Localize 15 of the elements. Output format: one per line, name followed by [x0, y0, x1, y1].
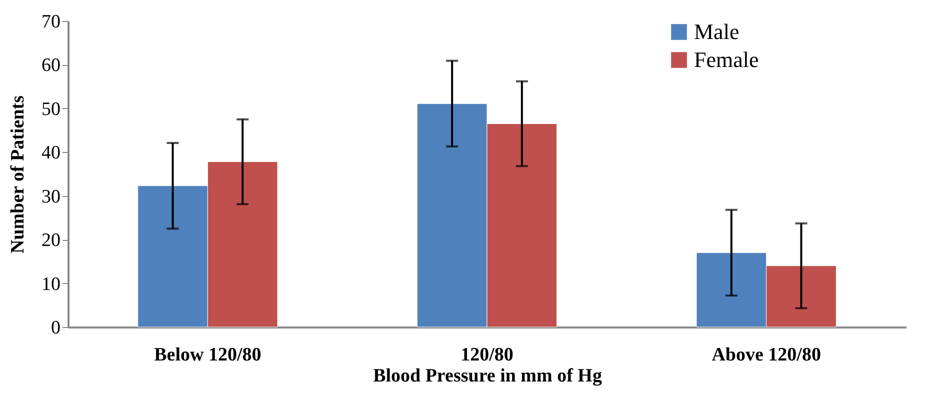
y-tick-label: 50 [42, 98, 60, 120]
y-axis-title: Number of Patients [8, 96, 28, 254]
x-tick-label: Below 120/80 [154, 344, 262, 366]
y-tick-label: 30 [42, 186, 60, 208]
x-tick-label: 120/80 [460, 344, 514, 366]
legend-label: Male [694, 19, 740, 44]
y-tick-label: 10 [42, 274, 60, 295]
legend-label: Female [694, 47, 759, 72]
y-tick-label: 70 [42, 12, 60, 32]
y-tick-label: 60 [42, 55, 60, 76]
x-axis-title: Blood Pressure in mm of Hg [373, 366, 602, 386]
y-tick-label: 40 [42, 142, 60, 164]
y-tick-label: 20 [42, 230, 60, 252]
y-tick-label: 0 [51, 318, 60, 338]
x-tick-label: Above 120/80 [712, 344, 821, 366]
